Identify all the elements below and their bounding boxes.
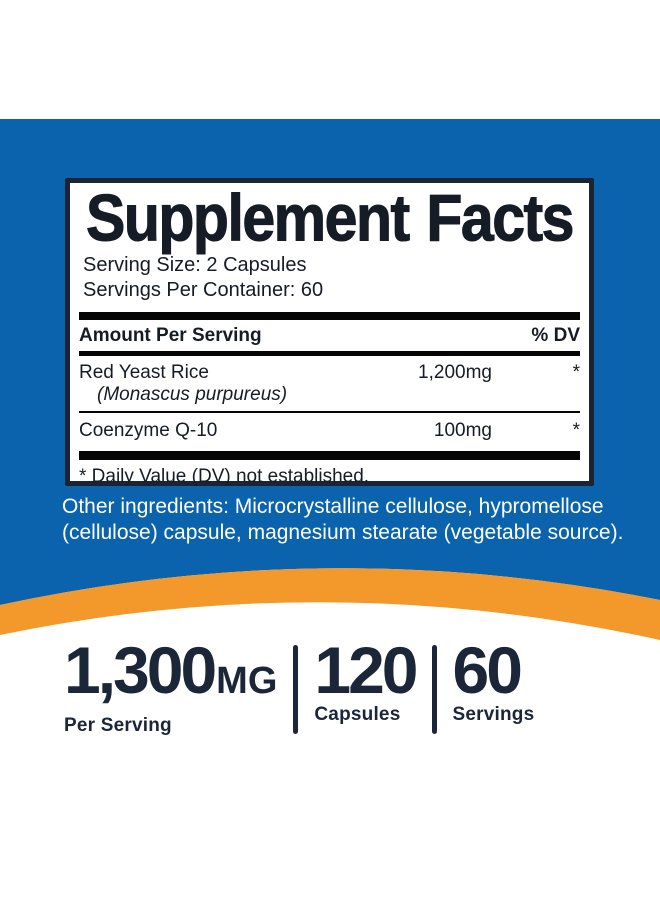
other-ingredients: Other ingredients: Microcrystalline cell… [62,494,623,546]
divider-bar-medium [79,351,580,356]
stats-row: 1,300 MG Per Serving 120 Capsules 60 Ser… [64,633,535,737]
stat-capsules: 120 Capsules [314,633,418,737]
stat-divider [431,645,437,734]
ingredient-botanical-name: (Monascus purpureus) [97,384,288,405]
ingredient-dv: * [572,420,580,441]
stat-per-serving: 1,300 MG Per Serving [64,633,278,737]
servings-per-container-line: Servings Per Container: 60 [83,279,324,301]
divider-bar-thick [79,451,580,460]
brush-speckle-icon [527,600,534,610]
column-header-row: Amount Per Serving % DV [79,320,580,351]
other-ingredients-line: Other ingredients: Microcrystalline cell… [62,495,604,518]
stat-value: 60 [452,633,535,707]
percent-dv-label: % DV [531,325,580,346]
orange-swoosh [0,568,660,640]
stat-number-text: 60 [452,633,523,707]
stat-label: Servings [452,704,535,725]
swoosh-graphic [0,540,660,640]
stat-number-text: 120 [314,633,418,707]
ingredient-name: Coenzyme Q-10 [79,420,218,441]
dv-footnote: * Daily Value (DV) not established. [79,466,370,487]
divider-bar-thick [79,312,580,320]
stat-label: Capsules [314,704,401,725]
stat-unit: MG [216,660,278,702]
blue-curve-bottom [0,540,660,605]
brush-speckle-icon [517,603,524,614]
stat-divider [293,645,299,734]
stat-number-text: 1,300 [64,633,217,707]
ingredient-row: Coenzyme Q-10 100mg * [79,413,580,451]
supplement-facts-panel: Supplement Facts Serving Size: 2 Capsule… [65,178,594,487]
serving-size-line: Serving Size: 2 Capsules [83,254,307,276]
stat-value: 1,300 MG [64,633,278,709]
title-word-facts: Facts [426,181,575,256]
ingredient-name: Red Yeast Rice [79,362,209,383]
other-ingredients-line: (cellulose) capsule, magnesium stearate … [62,521,624,544]
ingredient-amount: 100mg [433,420,492,441]
stat-value: 120 [314,633,418,707]
ingredient-amount: 1,200mg [418,362,492,383]
amount-per-serving-label: Amount Per Serving [79,325,262,346]
ingredient-name-block: Red Yeast Rice (Monascus purpureus) [79,362,372,406]
ingredient-dv: * [572,362,580,383]
title-word-supplement: Supplement [86,181,411,256]
stat-label: Per Serving [64,715,172,736]
supplement-facts-title: Supplement Facts [86,181,575,256]
stat-servings: 60 Servings [452,633,535,737]
ingredient-row: Red Yeast Rice (Monascus purpureus) 1,20… [79,356,580,413]
